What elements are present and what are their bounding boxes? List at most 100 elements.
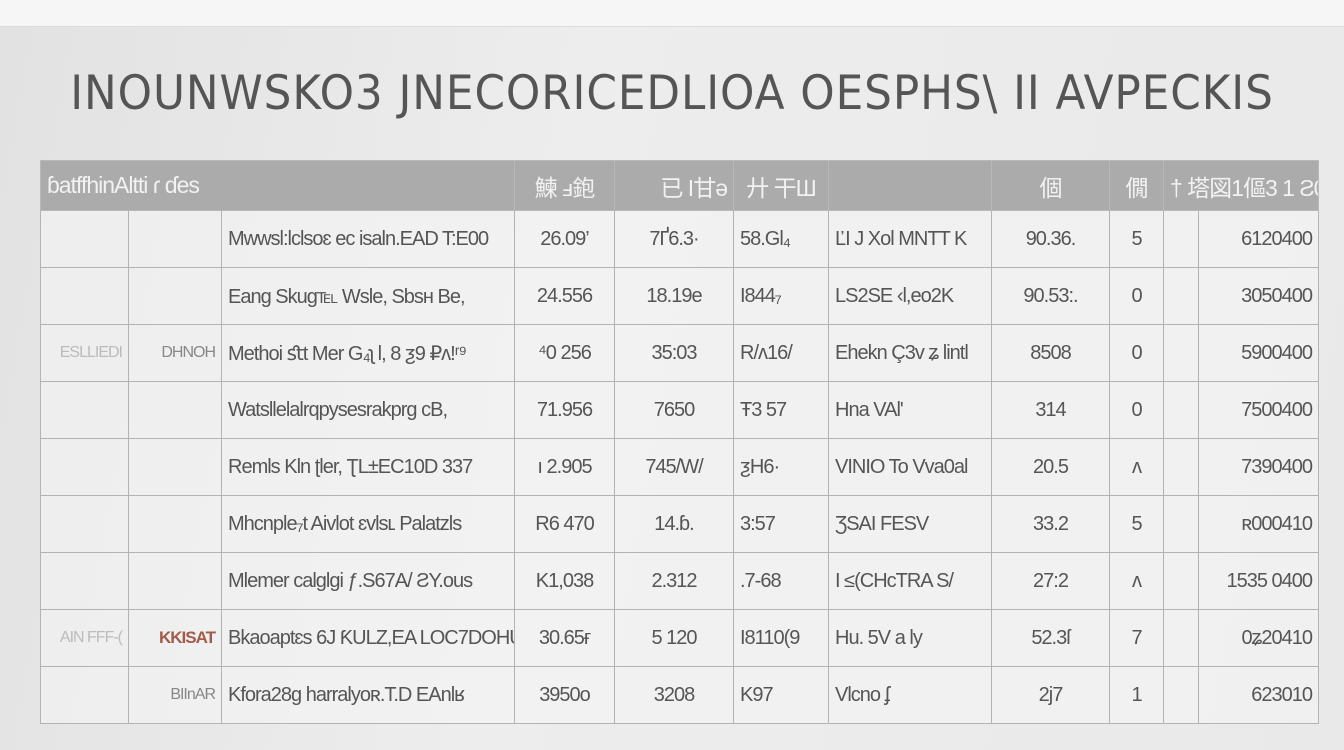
subgroup-label (128, 552, 222, 610)
value-cell: K97 (733, 666, 829, 724)
value-cell: I844₇ (733, 267, 829, 325)
group-label (40, 666, 129, 724)
value-cell: 7Ґ6.3· (614, 210, 734, 268)
count-cell: ʌ (1109, 552, 1164, 610)
value-cell: ƷSAI FESV (828, 495, 992, 553)
item-name: Methoi ﬆt Mer G₄ʅ l, 8 ƺ9 ₽ʌ!ʳ⁹ (221, 324, 515, 382)
count-cell: ʌ (1109, 438, 1164, 496)
header-row: ɓatffhinAltti ɾ ɗes 鰊 ⅎ鉋 已 I甘ǝ 廾 干Ш 個 僩 … (40, 160, 1319, 211)
item-name: Kfora28g harralyoʀ.T.D EAnlʁ (221, 666, 515, 724)
group-label (40, 210, 129, 268)
subgroup-label: BIInAR (128, 666, 222, 724)
value-cell: 14.ɓ. (614, 495, 734, 553)
spacer-cell (1163, 609, 1199, 667)
value-cell: 90.36. (991, 210, 1110, 268)
subgroup-label: KKISAT (128, 609, 222, 667)
item-name: Mhcnple₇t Aivlot ɛvlsʟ Palatzls (221, 495, 515, 553)
value-cell: K1,038 (514, 552, 615, 610)
value-cell: Hna VAl' (828, 381, 992, 439)
value-cell: Vlcno ʄ (828, 666, 992, 724)
value-cell: I ≤(CHcTRA S/ (828, 552, 992, 610)
count-cell: 0 (1109, 267, 1164, 325)
group-label (40, 438, 129, 496)
count-cell: 0 (1109, 324, 1164, 382)
subgroup-label (128, 267, 222, 325)
table-row[interactable]: Eang Skug℡ Wsle, Sbsн Be, 24.556 18.19e I84… (40, 267, 1319, 325)
spacer-cell (1163, 210, 1199, 268)
table-row[interactable]: Mhcnple₇t Aivlot ɛvlsʟ Palatzls R6 470 14.… (40, 495, 1319, 553)
page-title: INOUNWSKO3 JNECORICEDLIOA OESPHS\ II AVP… (70, 66, 1274, 121)
group-label (40, 552, 129, 610)
value-cell: ı 2.905 (514, 438, 615, 496)
value-cell: 90.53:. (991, 267, 1110, 325)
value-cell: R6 470 (514, 495, 615, 553)
value-cell: Ŧ3 57 (733, 381, 829, 439)
value-cell: 33.2 (991, 495, 1110, 553)
value-cell: 20.5 (991, 438, 1110, 496)
subgroup-label (128, 381, 222, 439)
value-cell: 3208 (614, 666, 734, 724)
item-name: Mwwsl:lclsoɛ ec isaln.EAD T:E00 (221, 210, 515, 268)
column-header[interactable]: 廾 干Ш (733, 160, 829, 211)
spacer-cell (1163, 381, 1199, 439)
table-row[interactable]: ESLLIEDI DHNOH Methoi ﬆt Mer G₄ʅ l, 8 ƺ9 ₽… (40, 324, 1319, 382)
column-header[interactable]: ɓatffhinAltti ɾ ɗes (40, 160, 515, 211)
table-row[interactable]: Mlemer calglgi ƒ.S67A/ ƧY.ous K1,038 2.312… (40, 552, 1319, 610)
total-cell: 3050400 (1198, 267, 1319, 325)
subgroup-label (128, 210, 222, 268)
value-cell: 24.556 (514, 267, 615, 325)
total-cell: 6120400 (1198, 210, 1319, 268)
value-cell: 2.312 (614, 552, 734, 610)
data-table: ɓatffhinAltti ɾ ɗes 鰊 ⅎ鉋 已 I甘ǝ 廾 干Ш 個 僩 … (40, 160, 1319, 724)
spacer-cell (1163, 324, 1199, 382)
column-header[interactable]: 僩 (1109, 160, 1164, 211)
value-cell: LS2ЅE ‹l,eo2K (828, 267, 992, 325)
total-cell: 5900400 (1198, 324, 1319, 382)
group-label (40, 381, 129, 439)
column-header[interactable]: 個 (991, 160, 1110, 211)
total-cell: 1535 0400 (1198, 552, 1319, 610)
value-cell: 7650 (614, 381, 734, 439)
subgroup-label: DHNOH (128, 324, 222, 382)
column-header[interactable]: † 塔図1傴3 1 Ƨ0 (1163, 160, 1319, 211)
value-cell: 35:03 (614, 324, 734, 382)
table-row[interactable]: AIN FFF-(KKISAT Bkaoaptɛs 6J ƘULZ,EA LOC7… (40, 609, 1319, 667)
count-cell: 0 (1109, 381, 1164, 439)
spacer-cell (1163, 495, 1199, 553)
table-row[interactable]: Watsllelalrqpysesrakprg cB, 71.956 7650 Ŧ3 … (40, 381, 1319, 439)
spacer-cell (1163, 267, 1199, 325)
value-cell: 26.09’ (514, 210, 615, 268)
value-cell: ĽI J Xol MNTT K (828, 210, 992, 268)
value-cell: 18.19e (614, 267, 734, 325)
table-row[interactable]: Mwwsl:lclsoɛ ec isaln.EAD T:E00 26.09’ 7Ґ6… (40, 210, 1319, 268)
total-cell: 7500400 (1198, 381, 1319, 439)
total-cell: 623010 (1198, 666, 1319, 724)
table-row[interactable]: BIInAR Kfora28g harralyoʀ.T.D EAnlʁ 3950o 3… (40, 666, 1319, 724)
count-cell: 5 (1109, 495, 1164, 553)
count-cell: 7 (1109, 609, 1164, 667)
value-cell: 3950o (514, 666, 615, 724)
column-header[interactable]: 已 I甘ǝ (614, 160, 734, 211)
column-header[interactable] (828, 160, 992, 211)
column-header[interactable]: 鰊 ⅎ鉋 (514, 160, 615, 211)
item-name: Eang Skug℡ Wsle, Sbsн Be, (221, 267, 515, 325)
value-cell: 314 (991, 381, 1110, 439)
value-cell: 745/W/ (614, 438, 734, 496)
item-name: Watsllelalrqpysesrakprg cB, (221, 381, 515, 439)
group-label: ESLLIEDI (40, 324, 129, 382)
spacer-cell (1163, 552, 1199, 610)
value-cell: 8508 (991, 324, 1110, 382)
total-cell: 0ʑ20410 (1198, 609, 1319, 667)
top-bar (0, 0, 1344, 27)
table-row[interactable]: Remls Kln ʈler, ƮL±EC10D 337 ı 2.905 745/W… (40, 438, 1319, 496)
value-cell: R/ʌ16/ (733, 324, 829, 382)
value-cell: 5 120 (614, 609, 734, 667)
count-cell: 5 (1109, 210, 1164, 268)
value-cell: 2j7 (991, 666, 1110, 724)
count-cell: 1 (1109, 666, 1164, 724)
item-name: Bkaoaptɛs 6J ƘULZ,EA LOC7DOHU (221, 609, 515, 667)
value-cell: 71.956 (514, 381, 615, 439)
value-cell: ƺH6· (733, 438, 829, 496)
value-cell: ⁴0 256 (514, 324, 615, 382)
spacer-cell (1163, 666, 1199, 724)
